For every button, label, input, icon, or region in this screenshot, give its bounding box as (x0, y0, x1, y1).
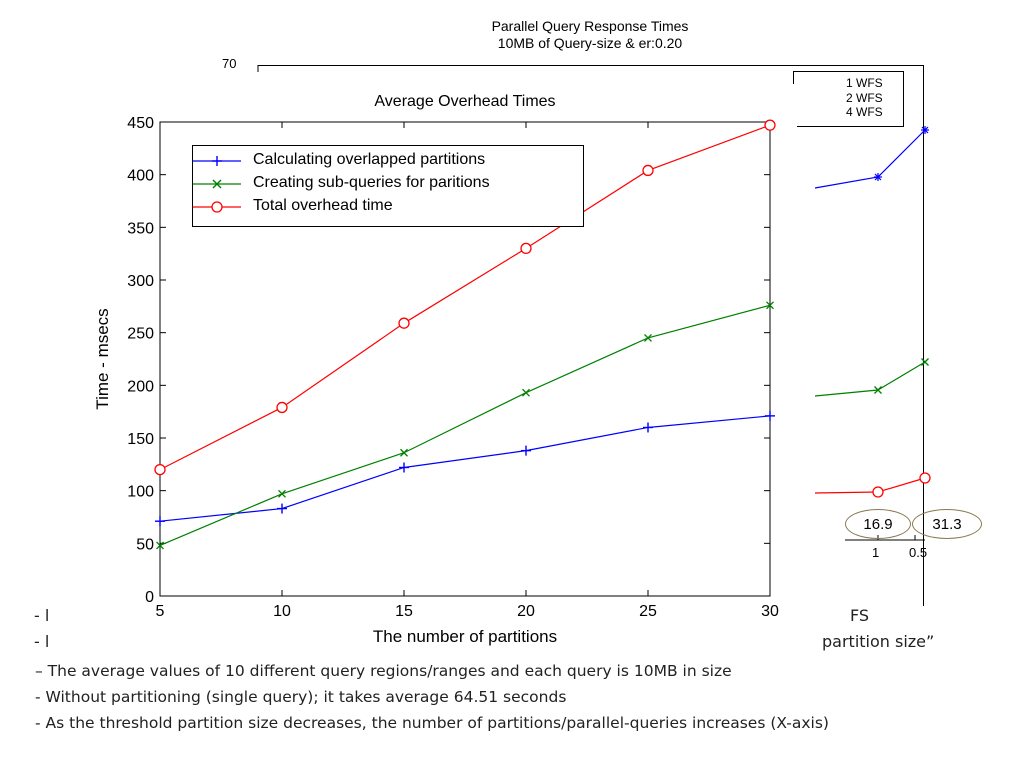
y-axis-label: Time - msecs (93, 308, 112, 409)
x-tick-label: 15 (395, 603, 413, 620)
marker-stroke (921, 358, 929, 366)
chart-title: Average Overhead Times (374, 93, 555, 110)
marker-stroke (766, 301, 774, 310)
series-line (159, 304, 771, 546)
data-point-circle (642, 164, 654, 177)
data-point-plus (277, 503, 287, 514)
bullet-fragment: - l (34, 606, 50, 625)
legend-item-creating: Creating sub-queries for paritions (193, 173, 583, 195)
data-point-x (766, 301, 774, 310)
y-tick-label: 250 (127, 326, 154, 343)
data-point-circle (276, 401, 288, 414)
data-point-x (921, 358, 929, 366)
legend-label: Creating sub-queries for paritions (253, 174, 490, 191)
marker-stroke (921, 126, 929, 134)
data-point-circle (872, 486, 884, 498)
background-legend-item: 2 WFS (846, 90, 883, 105)
x-tick-label: 20 (517, 603, 535, 620)
note-line: - As the threshold partition size decrea… (35, 714, 829, 732)
x-tick-label: 10 (273, 603, 291, 620)
data-point-circle (398, 317, 410, 329)
background-xtick-label: 0.5 (909, 545, 928, 560)
data-point-plus (765, 410, 775, 421)
background-ytick-label: 70 (222, 56, 237, 71)
background-title-line-2: 10MB of Query-size & er:0.20 (497, 35, 683, 51)
legend-circle-marker (193, 201, 241, 213)
note-line: – The average values of 10 different que… (35, 662, 732, 680)
y-tick-label: 450 (127, 115, 154, 132)
background-chart-frame (258, 65, 924, 606)
legend-x-marker (193, 179, 241, 189)
legend-plus-marker (193, 156, 241, 166)
data-point-circle (520, 242, 532, 255)
data-point-x (278, 489, 286, 498)
data-point-x (156, 541, 164, 550)
background-series-line (814, 361, 926, 397)
background-xtick-label: 1 (872, 545, 880, 560)
y-tick-label: 100 (127, 484, 154, 501)
data-point-x (522, 388, 530, 397)
data-point-plus (521, 445, 531, 456)
marker-stroke (874, 386, 882, 394)
x-axis-label: The number of partitions (373, 627, 557, 646)
data-point-plus (643, 422, 653, 433)
note-line: - Without partitioning (single query); i… (35, 688, 567, 706)
marker-stroke (644, 333, 652, 342)
callout-circle: 16.9 (845, 509, 911, 539)
background-series-line (814, 129, 926, 189)
y-tick-label: 200 (127, 378, 154, 395)
legend-item-calculating: Calculating overlapped partitions (193, 150, 583, 172)
y-tick-label: 50 (136, 536, 154, 553)
x-tick-label: 30 (761, 603, 779, 620)
overhead-chart: Average Overhead Times 5 10 15 20 25 30 0 50 100 1… (82, 84, 797, 664)
data-point-x (400, 448, 408, 457)
chart-legend: Calculating overlapped partitions Creati… (192, 145, 584, 227)
background-title-line-1: Parallel Query Response Times (491, 18, 689, 34)
background-series-line (814, 477, 926, 494)
data-point-circle (154, 463, 166, 476)
background-chart-title: Parallel Query Response Times 10MB of Qu… (380, 18, 800, 52)
series-line (159, 124, 771, 471)
y-tick-label: 350 (127, 220, 154, 237)
callout-circle: 31.3 (912, 509, 982, 539)
x-tick-label: 5 (156, 603, 165, 620)
y-tick-label: 300 (127, 273, 154, 290)
legend-label: Total overhead time (253, 197, 393, 214)
y-tick-label: 400 (127, 168, 154, 185)
y-tick-label: 0 (145, 589, 154, 606)
series-line (159, 415, 771, 522)
bullet-fragment: FS (850, 606, 870, 625)
marker-stroke (522, 388, 530, 397)
marker-stroke (874, 173, 882, 181)
legend-label: Calculating overlapped partitions (253, 151, 486, 168)
legend-item-total: Total overhead time (193, 196, 583, 218)
marker-stroke (156, 541, 164, 550)
x-tick-label: 25 (639, 603, 657, 620)
y-tick-label: 150 (127, 431, 154, 448)
data-point-circle (764, 119, 776, 131)
bullet-fragment: - l (34, 632, 50, 651)
bullet-fragment: partition size” (822, 632, 935, 651)
data-point-plus (399, 462, 409, 473)
data-point-x (874, 386, 882, 394)
data-point-circle (919, 472, 931, 484)
background-legend-item: 1 WFS (846, 76, 883, 90)
marker-stroke (400, 448, 408, 457)
marker-stroke (278, 489, 286, 498)
data-point-x (644, 333, 652, 342)
background-legend-item: 4 WFS (846, 105, 883, 119)
data-point-star (921, 126, 929, 134)
data-point-plus (155, 516, 165, 527)
data-point-star (874, 173, 882, 181)
background-legend: 1 WFS 2 WFS 4 WFS (793, 71, 904, 127)
